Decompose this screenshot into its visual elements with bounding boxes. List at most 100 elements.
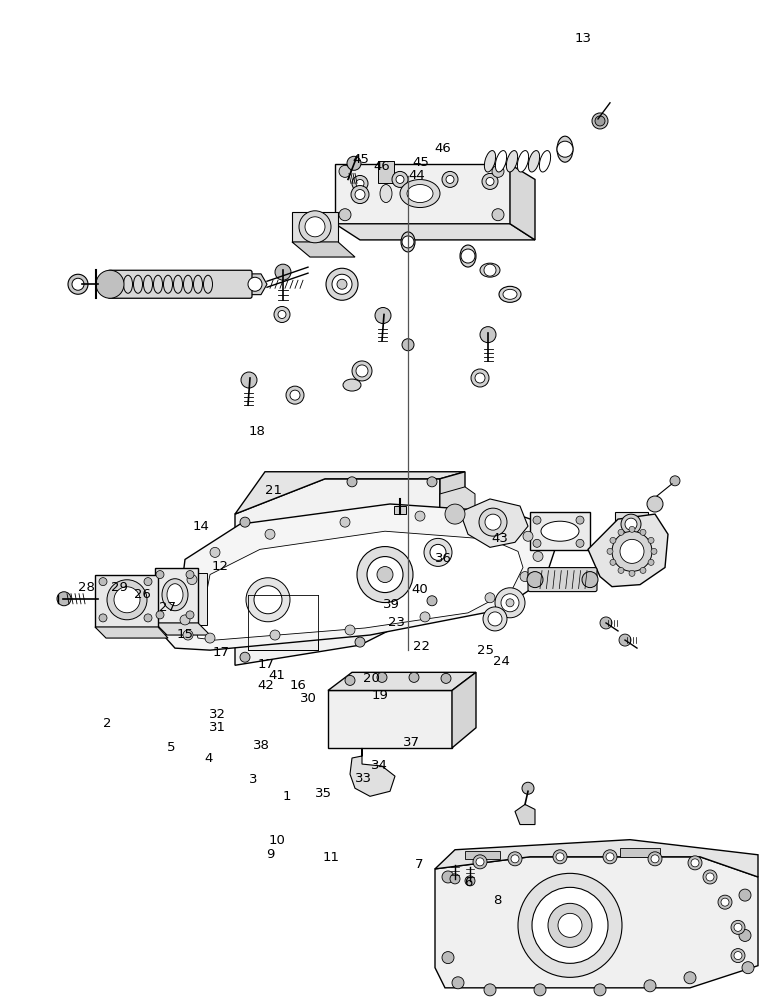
Circle shape (347, 156, 361, 170)
Circle shape (356, 365, 368, 377)
Circle shape (600, 617, 612, 629)
Text: 39: 39 (383, 599, 400, 611)
Ellipse shape (499, 286, 521, 302)
Ellipse shape (557, 136, 573, 162)
Text: 28: 28 (78, 582, 95, 594)
Text: 21: 21 (265, 485, 282, 497)
Circle shape (205, 633, 215, 643)
Circle shape (442, 952, 454, 964)
Circle shape (640, 568, 646, 574)
Text: 30: 30 (300, 692, 317, 705)
Ellipse shape (503, 289, 517, 299)
Ellipse shape (484, 150, 495, 172)
Polygon shape (335, 224, 535, 240)
Circle shape (731, 949, 745, 963)
Ellipse shape (541, 521, 579, 541)
Circle shape (647, 496, 663, 512)
Circle shape (739, 889, 751, 901)
Circle shape (377, 672, 387, 682)
Circle shape (495, 588, 525, 618)
Circle shape (718, 895, 732, 909)
Circle shape (355, 190, 365, 200)
Circle shape (156, 571, 164, 579)
Circle shape (345, 675, 355, 685)
Circle shape (533, 516, 541, 524)
Circle shape (402, 339, 414, 351)
Polygon shape (328, 690, 452, 748)
Text: 10: 10 (268, 835, 285, 847)
Circle shape (441, 673, 451, 683)
Circle shape (482, 173, 498, 190)
Circle shape (187, 575, 197, 585)
Text: 3: 3 (250, 773, 257, 785)
Circle shape (742, 962, 754, 974)
Circle shape (484, 264, 496, 276)
Circle shape (548, 903, 592, 948)
Circle shape (488, 612, 502, 626)
Circle shape (625, 518, 637, 530)
Polygon shape (292, 212, 338, 242)
Circle shape (485, 593, 495, 603)
Circle shape (691, 859, 699, 867)
Circle shape (594, 984, 606, 996)
Circle shape (651, 548, 657, 554)
Circle shape (576, 516, 584, 524)
Circle shape (640, 529, 646, 535)
Text: 46: 46 (434, 142, 451, 154)
Circle shape (290, 390, 300, 400)
Text: 5: 5 (168, 742, 176, 754)
Circle shape (620, 539, 644, 563)
Ellipse shape (162, 579, 188, 611)
Text: 42: 42 (257, 679, 275, 691)
FancyBboxPatch shape (108, 270, 252, 298)
Circle shape (492, 165, 504, 177)
Ellipse shape (506, 150, 518, 172)
Text: 7: 7 (415, 859, 423, 871)
Circle shape (345, 625, 355, 635)
Circle shape (278, 310, 286, 319)
Circle shape (246, 578, 290, 622)
Circle shape (305, 217, 325, 237)
Circle shape (240, 652, 250, 662)
Circle shape (99, 614, 107, 622)
Circle shape (721, 898, 729, 906)
Circle shape (107, 580, 147, 620)
Polygon shape (328, 672, 476, 690)
Circle shape (523, 531, 533, 541)
Circle shape (612, 531, 652, 572)
Text: 41: 41 (268, 669, 285, 681)
Circle shape (409, 672, 419, 682)
Ellipse shape (495, 150, 506, 172)
Circle shape (415, 511, 425, 521)
Text: 11: 11 (322, 852, 339, 864)
Circle shape (96, 270, 124, 298)
Ellipse shape (517, 150, 529, 172)
Text: 13: 13 (575, 32, 592, 44)
Text: 2: 2 (104, 718, 112, 730)
Ellipse shape (460, 245, 476, 267)
Circle shape (603, 850, 617, 864)
Circle shape (556, 853, 564, 861)
Circle shape (610, 559, 616, 565)
Circle shape (114, 587, 140, 613)
Circle shape (471, 369, 489, 387)
Circle shape (703, 870, 717, 884)
Polygon shape (510, 164, 535, 240)
Circle shape (534, 984, 546, 996)
Text: 24: 24 (493, 655, 510, 667)
Text: 20: 20 (363, 672, 380, 684)
Polygon shape (515, 804, 535, 825)
Circle shape (446, 175, 454, 183)
Circle shape (357, 546, 413, 603)
Bar (248, 595, 318, 650)
Text: 27: 27 (159, 602, 176, 614)
Circle shape (582, 572, 598, 588)
Circle shape (427, 596, 437, 606)
Circle shape (485, 514, 501, 530)
Polygon shape (155, 568, 198, 623)
Polygon shape (440, 487, 475, 541)
Polygon shape (235, 479, 440, 665)
Polygon shape (165, 504, 555, 650)
Circle shape (144, 614, 152, 622)
Circle shape (144, 578, 152, 586)
